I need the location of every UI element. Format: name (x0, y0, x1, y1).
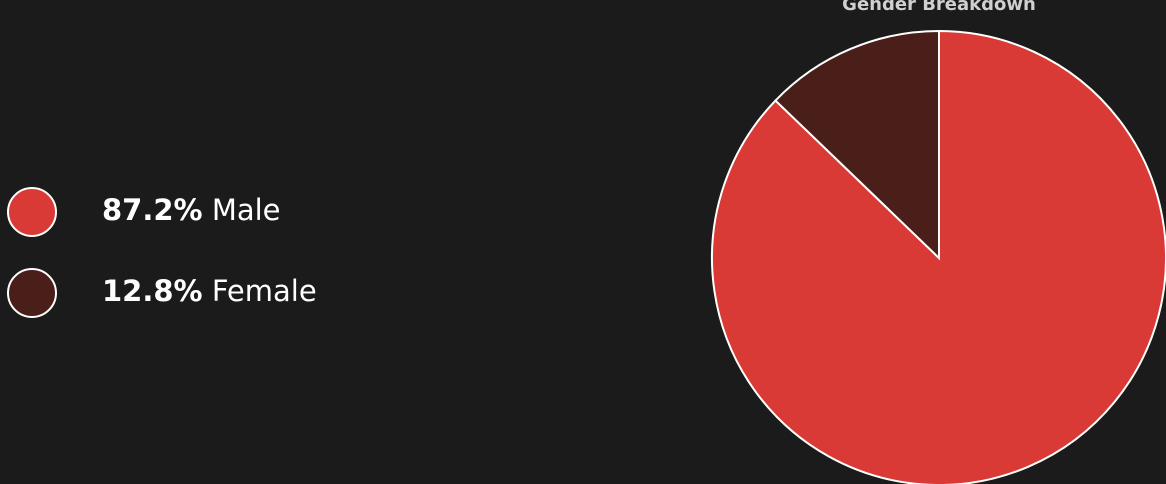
legend-label: 12.8% Female (102, 274, 317, 308)
legend-swatch (7, 268, 57, 318)
chart-title: Gender Breakdown (842, 0, 1036, 15)
pie-slice (774, 29, 940, 261)
legend-name: Female (212, 274, 317, 308)
legend-swatch (7, 187, 57, 237)
legend-label: 87.2% Male (102, 193, 281, 227)
legend-value: 87.2% (102, 193, 203, 227)
legend-name: Male (212, 193, 281, 227)
pie-slice (711, 29, 1166, 484)
legend-value: 12.8% (102, 274, 203, 308)
